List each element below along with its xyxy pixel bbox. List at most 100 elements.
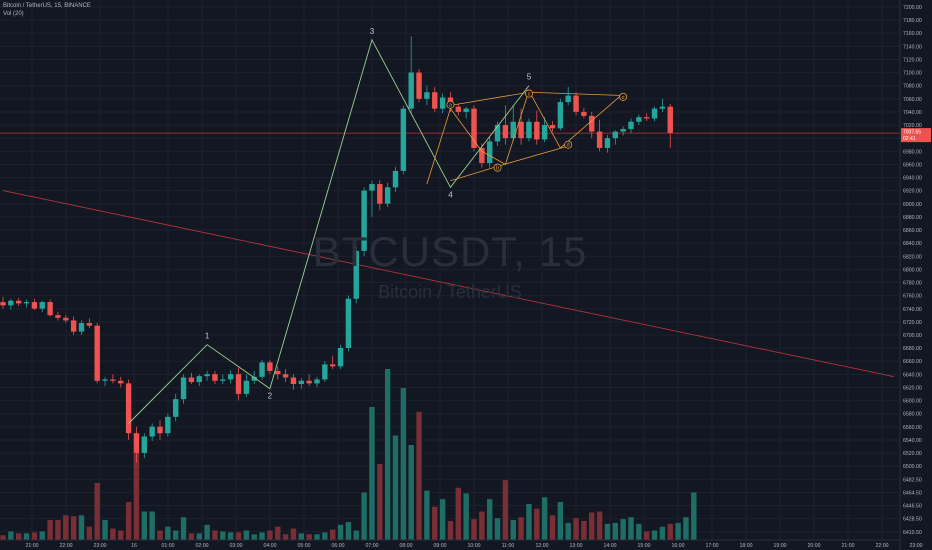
triangle-point-label: d (567, 143, 570, 149)
volume-bar (377, 464, 383, 540)
time-tick-label: 02:00 (196, 543, 209, 549)
last-price-label: 7007.65 (903, 130, 921, 136)
volume-bar (589, 512, 595, 540)
price-tick-label: 6464.50 (903, 490, 922, 496)
volume-bar (683, 517, 689, 540)
volume-bar (463, 493, 469, 540)
volume-bar (267, 530, 273, 540)
candle-body (31, 302, 38, 309)
price-tick-label: 6920.00 (903, 189, 922, 195)
volume-bar (526, 503, 532, 540)
candle-body (439, 97, 446, 109)
candle-body (16, 300, 22, 304)
volume-bar (628, 517, 634, 540)
candle-body (565, 95, 571, 103)
volume-bar (330, 529, 336, 540)
candle-body (290, 377, 297, 385)
candle-body (494, 125, 501, 142)
volume-bar (636, 523, 642, 540)
volume-bar (494, 518, 501, 540)
volume-bar (691, 492, 697, 540)
volume-bar (63, 515, 69, 540)
candle-body (604, 138, 611, 148)
triangle-point-marker (524, 89, 533, 98)
price-tick-label: 6960.00 (903, 162, 922, 168)
price-tick-label: 6540.00 (903, 438, 922, 444)
volume-bar (196, 533, 202, 540)
volume-bar (604, 523, 611, 540)
candle-body (455, 106, 461, 112)
candle-body (463, 108, 469, 112)
candle-body (314, 379, 320, 384)
candle-body (173, 399, 179, 417)
candle-body (510, 121, 516, 139)
candle-body (118, 380, 124, 384)
volume-bar (180, 517, 187, 540)
volume-bar (212, 530, 218, 540)
volume-bar (243, 530, 250, 540)
volume-bar (424, 490, 430, 540)
candle-body (549, 125, 556, 129)
time-tick-label: 19:00 (774, 543, 787, 549)
time-tick-label: 16:00 (672, 543, 685, 549)
volume-bar (455, 487, 461, 540)
candle-body (157, 426, 163, 434)
volume-bar (39, 531, 45, 540)
volume-bar (408, 445, 414, 540)
volume-bar (510, 520, 516, 540)
volume-bar (0, 535, 6, 540)
time-tick-label: 23:00 (910, 543, 923, 549)
price-axis[interactable]: 7200.00 7180.00 7160.00 7140.00 7120.00 7100.… (899, 0, 932, 550)
price-tick-label: 6700.00 (903, 333, 922, 339)
price-tick-label: 6760.00 (903, 294, 922, 300)
candle-body (86, 323, 93, 326)
time-tick-label: 11:00 (502, 543, 515, 549)
time-tick-label: 08:00 (400, 543, 413, 549)
candle-body (353, 250, 359, 299)
volume-bar (667, 523, 673, 540)
volume-bar (235, 532, 242, 540)
time-axis[interactable]: 21:00 22:00 23:00 16 01:00 02:00 03:00 04:00 05:… (0, 539, 923, 549)
candle-body (251, 376, 257, 381)
volume-bar (306, 534, 312, 540)
time-tick-label: 14:00 (604, 543, 617, 549)
volume-bar (416, 411, 422, 540)
candle-body (267, 362, 273, 371)
candle-body (408, 72, 414, 109)
volume-bar (620, 519, 626, 540)
time-tick-label: 06:00 (332, 543, 345, 549)
candle-body (8, 300, 14, 306)
candle-body (282, 374, 289, 378)
price-tick-label: 6880.00 (903, 215, 922, 221)
volume-bar (227, 532, 234, 540)
candle-body (165, 416, 171, 434)
time-tick-label: 15:00 (638, 543, 651, 549)
trendline-layer (0, 132, 900, 378)
candle-body (63, 317, 69, 321)
volume-bar (133, 449, 140, 540)
candle-body (479, 147, 485, 164)
volume-bar (86, 526, 93, 540)
price-tick-label: 6740.00 (903, 307, 922, 313)
candle-body (361, 190, 367, 251)
volume-bar (581, 521, 587, 540)
candle-body (557, 102, 564, 129)
price-tick-label: 7060.00 (903, 97, 922, 103)
volume-bar (141, 511, 147, 540)
volume-legend[interactable]: Vol (20) (3, 11, 24, 17)
candle-body (392, 170, 399, 188)
volume-bar (322, 532, 328, 540)
wave-label: 4 (448, 190, 453, 199)
price-tick-label: 6500.00 (903, 464, 922, 470)
last-price-tag (901, 128, 931, 143)
candle-body (534, 121, 540, 140)
volume-bar (534, 508, 540, 540)
time-tick-label: 05:00 (298, 543, 311, 549)
candle-body (102, 379, 108, 381)
symbol-legend[interactable]: Bitcoin / TetherUS, 15, BINANCE (3, 3, 91, 9)
volume-bar (557, 502, 564, 540)
candle-body (220, 379, 226, 381)
candle-body (180, 377, 187, 400)
